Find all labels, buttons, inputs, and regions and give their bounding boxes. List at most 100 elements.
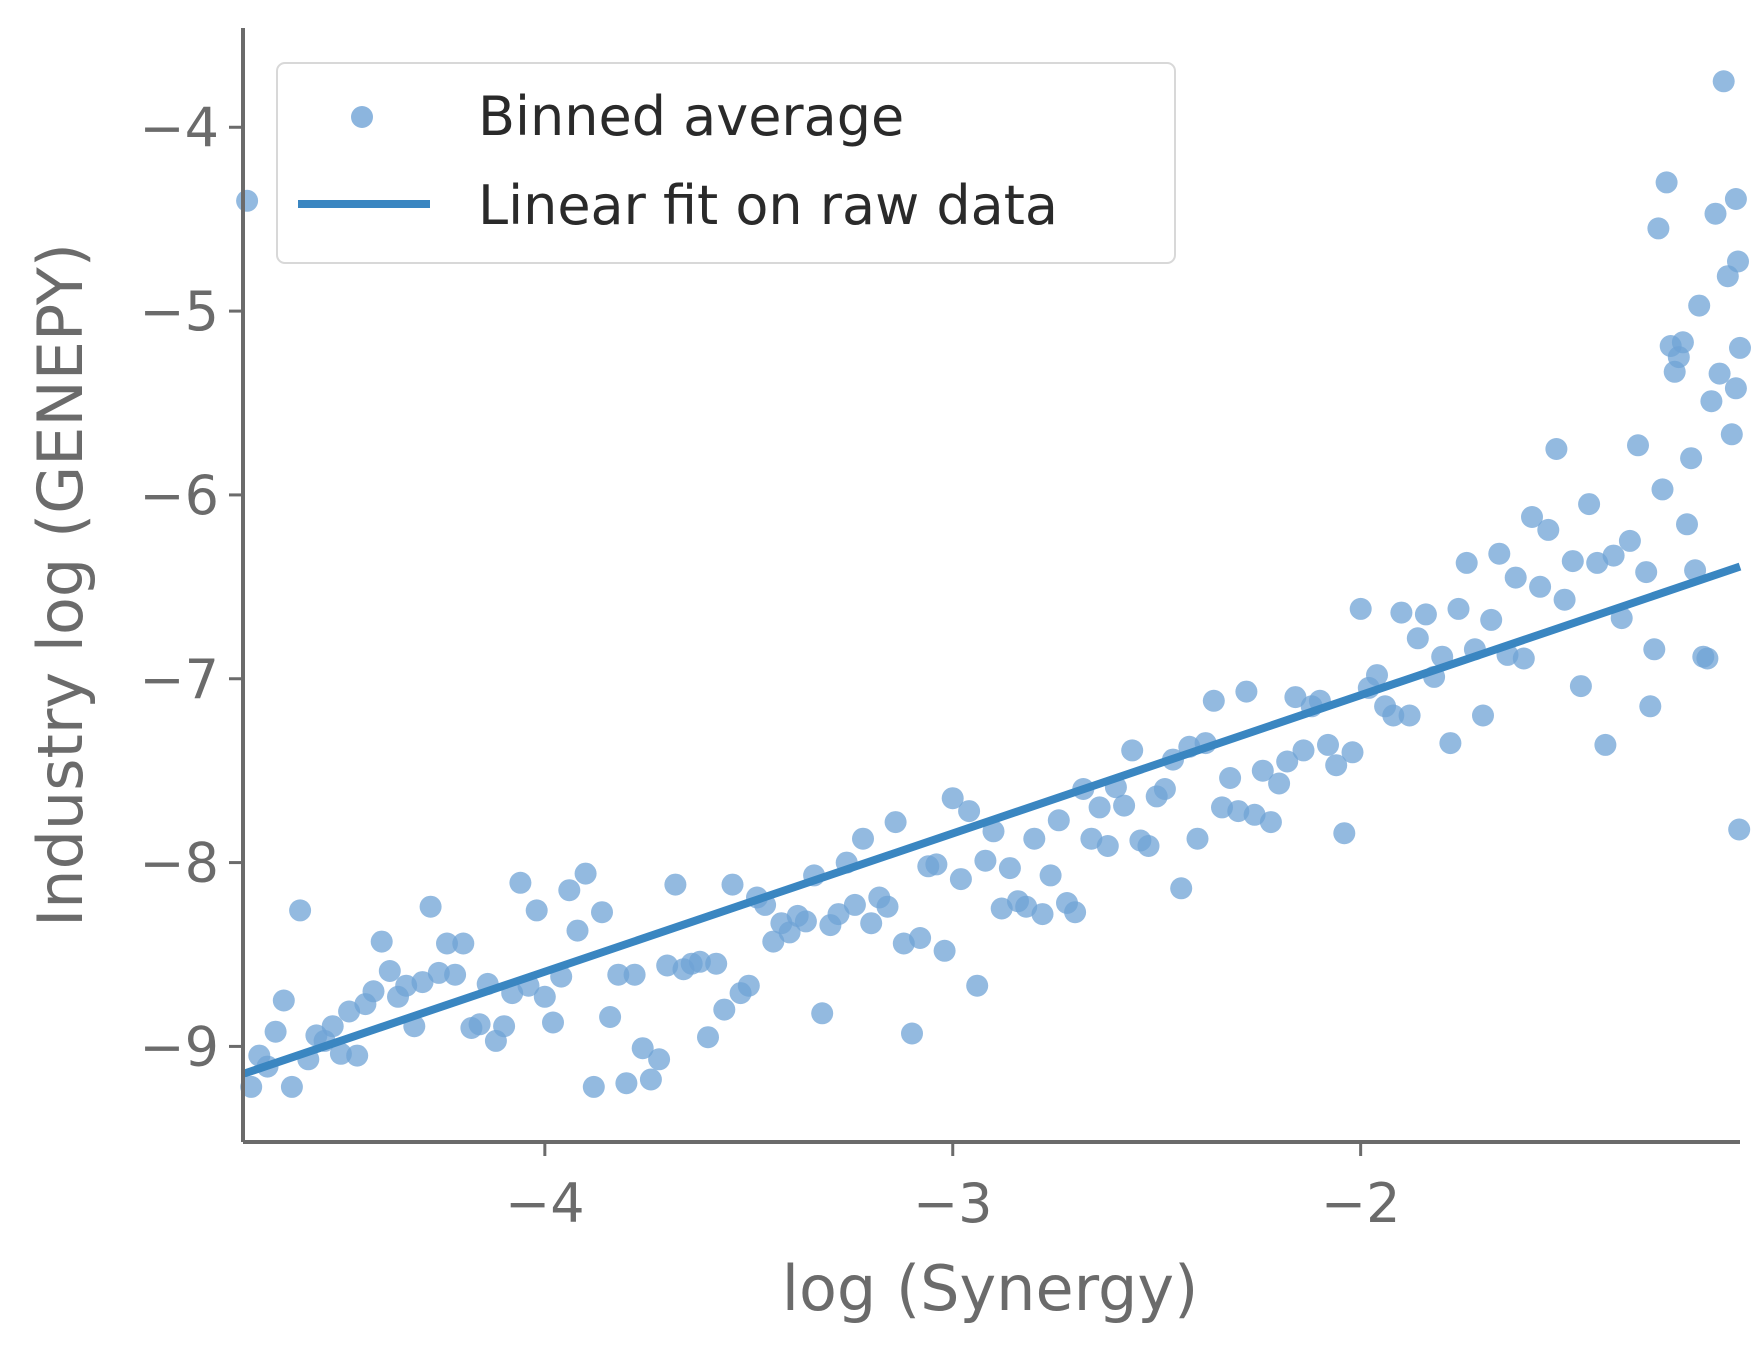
- scatter-point: [998, 857, 1021, 880]
- scatter-point: [574, 862, 597, 885]
- scatter-point: [1349, 597, 1372, 620]
- scatter-point: [599, 1006, 622, 1028]
- scatter-point: [949, 868, 972, 891]
- scatter-point: [631, 1037, 654, 1060]
- scatter-point: [370, 930, 393, 953]
- scatter-point: [1618, 529, 1641, 552]
- x-ticks: −4 −3 −2: [505, 1142, 1400, 1235]
- scatter-point: [705, 952, 728, 975]
- x-tick-label: −2: [1321, 1172, 1401, 1235]
- scatter-point: [1529, 575, 1552, 598]
- scatter-point: [558, 879, 581, 902]
- scatter-point: [648, 1048, 671, 1071]
- scatter-point: [1728, 818, 1751, 841]
- scatter-point: [794, 910, 817, 933]
- scatter-point: [1537, 518, 1560, 541]
- scatter-point: [607, 963, 630, 986]
- scatter-point: [1259, 811, 1282, 834]
- scatter-point: [1647, 217, 1670, 240]
- scatter-point: [1455, 551, 1478, 574]
- scatter-point: [1561, 550, 1584, 573]
- scatter-point: [1504, 566, 1527, 589]
- scatter-point: [533, 985, 556, 1008]
- legend-label-binned-average: Binned average: [478, 85, 904, 148]
- scatter-point: [1696, 647, 1719, 670]
- scatter-point: [941, 787, 964, 810]
- scatter-point: [280, 1075, 303, 1098]
- scatter-point: [1594, 733, 1617, 756]
- linear-fit-line: [241, 562, 1742, 1078]
- scatter-point: [427, 961, 450, 984]
- y-axis-label: Industry log (GENEPY): [24, 243, 97, 927]
- scatter-point: [876, 895, 899, 918]
- legend-box: [276, 62, 1176, 264]
- scatter-point: [1671, 331, 1694, 354]
- scatter-point: [1276, 750, 1299, 773]
- scatter-point: [1439, 732, 1462, 755]
- scatter-point: [884, 811, 907, 834]
- scatter-point: [827, 903, 850, 926]
- scatter-point: [452, 932, 475, 955]
- scatter-point: [1137, 835, 1160, 857]
- x-tick-label: −3: [913, 1172, 993, 1235]
- scatter-point: [688, 950, 711, 973]
- scatter-point: [1284, 686, 1307, 709]
- scatter-point: [1317, 733, 1339, 756]
- scatter-point: [1031, 903, 1054, 926]
- scatter-point: [762, 930, 785, 953]
- scatter-point: [1333, 822, 1356, 845]
- scatter-point: [272, 989, 295, 1012]
- scatter-point: [1325, 754, 1348, 777]
- scatter-point: [860, 912, 883, 935]
- x-tick-label: −4: [505, 1172, 585, 1235]
- scatter-point: [1688, 294, 1711, 317]
- scatter-point: [697, 1026, 719, 1049]
- scatter-point: [362, 980, 385, 1003]
- scatter-point: [542, 1011, 564, 1034]
- scatter-point: [411, 971, 434, 994]
- y-tick-label: −6: [139, 464, 219, 527]
- scatter-point: [958, 800, 981, 823]
- scatter-point: [1121, 739, 1144, 762]
- scatter-point: [1700, 390, 1723, 413]
- scatter-point: [264, 1020, 287, 1043]
- scatter-point: [1655, 171, 1678, 194]
- scatter-point: [582, 1075, 605, 1098]
- scatter-point: [1708, 362, 1731, 385]
- scatter-point: [1080, 827, 1103, 850]
- scatter-point: [1639, 695, 1662, 718]
- scatter-point: [1724, 188, 1747, 210]
- x-axis-label: log (Synergy): [782, 1252, 1199, 1325]
- scatter-point: [852, 827, 874, 850]
- y-ticks: −9 −8 −7 −6 −5 −4: [139, 96, 243, 1078]
- scatter-point: [444, 963, 467, 986]
- scatter-point: [1729, 336, 1751, 359]
- scatter-point: [1023, 827, 1046, 850]
- scatter-point: [1480, 608, 1503, 631]
- scatter-point: [1643, 638, 1666, 661]
- scatter-point: [615, 1072, 638, 1095]
- scatter-point: [509, 871, 532, 894]
- scatter-point: [737, 974, 760, 997]
- scatter-point: [1153, 778, 1176, 800]
- scatter-point: [1235, 680, 1258, 703]
- scatter-point: [1635, 561, 1658, 584]
- scatter-point: [1651, 478, 1674, 501]
- scatter-point: [289, 899, 312, 922]
- scatter-point: [1472, 704, 1494, 727]
- scatter-point: [1414, 603, 1437, 626]
- legend-label-linear-fit: Linear fit on raw data: [478, 174, 1058, 237]
- scatter-point: [1202, 689, 1225, 712]
- scatter-point: [901, 1022, 923, 1045]
- scatter-point: [1663, 360, 1686, 383]
- scatter-point: [321, 1015, 344, 1038]
- scatter-point: [1341, 741, 1364, 764]
- scatter-point: [639, 1068, 662, 1091]
- scatter-point: [933, 939, 956, 962]
- scatter-point: [236, 189, 259, 212]
- scatter-point: [1676, 513, 1698, 536]
- scatter-point: [909, 927, 932, 949]
- scatter-point: [1398, 704, 1421, 727]
- scatter-point: [1096, 835, 1119, 857]
